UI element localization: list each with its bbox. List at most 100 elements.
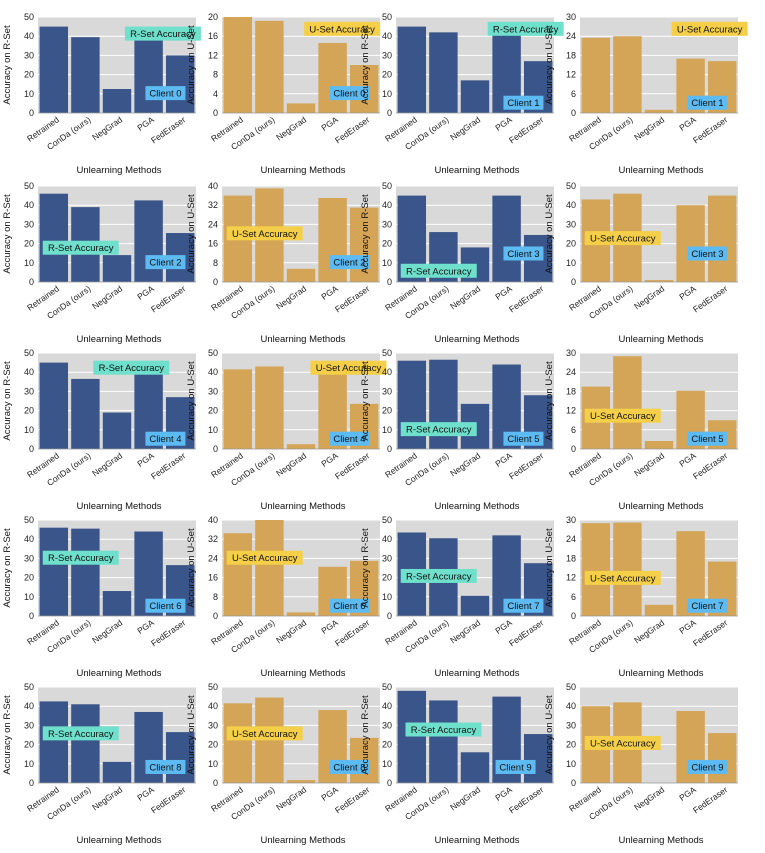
y-tick-label: 20 <box>382 70 392 80</box>
client-badge-label: Client 3 <box>507 249 539 260</box>
client-badge <box>687 246 728 261</box>
client-badge <box>687 431 728 446</box>
y-tick-label: 10 <box>566 258 576 268</box>
x-axis-label: Unlearning Methods <box>76 501 161 512</box>
x-tick-label: PGA <box>135 784 156 803</box>
bar-pga <box>134 200 163 282</box>
y-tick-label: 18 <box>566 553 576 563</box>
y-tick-label: 50 <box>382 682 392 692</box>
x-tick-label: PGA <box>319 617 340 636</box>
x-tick-label: NegGrad <box>632 114 666 142</box>
x-tick-label: NegGrad <box>448 784 482 812</box>
x-tick-label: FedEraser <box>691 617 729 648</box>
x-tick-label: NegGrad <box>274 617 308 645</box>
client-badge <box>503 598 544 613</box>
y-tick-label: 20 <box>208 12 218 22</box>
y-axis-label: Accuracy on R-Set <box>2 361 13 441</box>
y-tick-label: 20 <box>24 740 34 750</box>
bar-retrained <box>397 26 427 113</box>
y-axis-label: Accuracy on R-Set <box>360 194 371 274</box>
y-tick-label: 40 <box>382 701 392 711</box>
set-accuracy-badge <box>124 26 201 41</box>
y-axis-label: Accuracy on U-Set <box>186 528 197 608</box>
x-axis-label: Unlearning Methods <box>260 165 345 176</box>
set-accuracy-badge-label: U-Set Accuracy <box>316 363 382 374</box>
y-tick-label: 0 <box>213 277 218 287</box>
y-tick-label: 10 <box>382 89 392 99</box>
client-badge <box>329 759 370 774</box>
bar-neggrad <box>286 268 316 282</box>
client-badge <box>503 246 544 261</box>
set-accuracy-badge-label: R-Set Accuracy <box>48 553 114 564</box>
client-badge-label: Client 9 <box>691 762 723 773</box>
y-tick-label: 40 <box>208 367 218 377</box>
y-axis-label: Accuracy on U-Set <box>186 361 197 441</box>
y-tick-label: 0 <box>213 611 218 621</box>
x-axis-label: Unlearning Methods <box>76 165 161 176</box>
y-tick-label: 40 <box>208 701 218 711</box>
set-accuracy-badge <box>671 21 748 36</box>
bar-retrained <box>39 362 69 449</box>
set-accuracy-badge-label: R-Set Accuracy <box>48 729 114 740</box>
y-tick-label: 12 <box>566 70 576 80</box>
y-tick-label: 20 <box>382 406 392 416</box>
bar-federaser <box>707 733 737 783</box>
set-accuracy-badge <box>226 550 303 565</box>
set-accuracy-badge <box>584 231 661 246</box>
x-tick-label: PGA <box>493 784 514 803</box>
client-badge-label: Client 7 <box>691 601 723 612</box>
y-tick-label: 0 <box>29 277 34 287</box>
x-tick-label: NegGrad <box>448 114 482 142</box>
set-accuracy-badge-label: U-Set Accuracy <box>590 411 656 422</box>
y-tick-label: 8 <box>213 258 218 268</box>
bar-pga <box>318 42 347 113</box>
y-tick-label: 40 <box>382 534 392 544</box>
y-tick-label: 0 <box>387 778 392 788</box>
y-axis-label: Accuracy on U-Set <box>544 695 555 775</box>
bar-pga <box>318 198 347 282</box>
x-tick-label: NegGrad <box>448 283 482 311</box>
y-tick-label: 0 <box>213 108 218 118</box>
bar-federaser <box>523 734 553 783</box>
x-tick-label: PGA <box>319 114 340 133</box>
y-tick-label: 30 <box>566 12 576 22</box>
bar-conda-ours <box>429 700 458 783</box>
client-badge <box>145 255 186 270</box>
x-tick-label: NegGrad <box>632 617 666 645</box>
y-tick-label: 32 <box>208 534 218 544</box>
x-tick-label: NegGrad <box>90 617 124 645</box>
x-axis-label: Unlearning Methods <box>618 165 703 176</box>
y-tick-label: 8 <box>213 592 218 602</box>
x-axis-label: Unlearning Methods <box>618 668 703 679</box>
bar-federaser <box>165 55 195 113</box>
bar-retrained <box>223 17 253 113</box>
y-tick-label: 50 <box>24 12 34 22</box>
x-tick-label: NegGrad <box>90 784 124 812</box>
y-tick-label: 24 <box>566 534 576 544</box>
bar-conda-ours <box>71 528 100 616</box>
y-axis-label: Accuracy on U-Set <box>186 25 197 105</box>
x-axis-label: Unlearning Methods <box>260 334 345 345</box>
bar-retrained <box>581 523 611 616</box>
y-tick-label: 24 <box>208 219 218 229</box>
x-axis-label: Unlearning Methods <box>260 835 345 846</box>
set-accuracy-badge <box>487 21 564 36</box>
y-axis-label: Accuracy on U-Set <box>544 361 555 441</box>
x-tick-label: NegGrad <box>448 450 482 478</box>
y-tick-label: 20 <box>24 70 34 80</box>
x-axis-label: Unlearning Methods <box>260 501 345 512</box>
y-tick-label: 6 <box>571 425 576 435</box>
y-tick-label: 0 <box>571 444 576 454</box>
y-tick-label: 30 <box>24 553 34 563</box>
y-tick-label: 50 <box>382 12 392 22</box>
set-accuracy-badge-label: R-Set Accuracy <box>411 725 477 736</box>
y-tick-label: 16 <box>208 31 218 41</box>
y-tick-label: 20 <box>566 740 576 750</box>
x-tick-label: PGA <box>677 450 698 469</box>
